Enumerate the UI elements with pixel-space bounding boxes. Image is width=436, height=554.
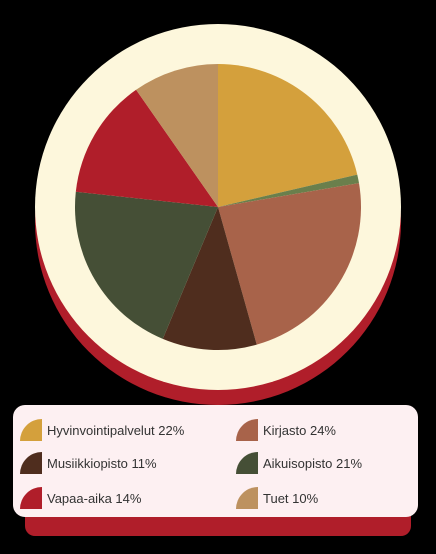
pie-slice-2 bbox=[218, 174, 359, 207]
legend-label: Musiikkiopisto 11% bbox=[47, 455, 157, 471]
legend-label: Vapaa-aika 14% bbox=[47, 490, 142, 506]
legend-label: Tuet 10% bbox=[263, 490, 319, 506]
legend-item-hyvinvointipalvelut: Hyvinvointipalvelut 22% bbox=[20, 418, 184, 442]
legend-item-vapaa-aika: Vapaa-aika 14% bbox=[20, 486, 141, 510]
pie-slice-1 bbox=[218, 64, 358, 207]
pie-slice-3 bbox=[218, 183, 361, 345]
pie-slices bbox=[74, 64, 361, 351]
legend-swatch-5 bbox=[20, 487, 42, 509]
legend-swatch-4 bbox=[236, 452, 258, 474]
legend-swatch-1 bbox=[20, 419, 42, 441]
pie-slice-5 bbox=[74, 191, 218, 339]
legend-item-musiikkiopisto: Musiikkiopisto 11% bbox=[20, 451, 157, 475]
legend-swatch-3 bbox=[20, 452, 42, 474]
legend-swatch-6 bbox=[236, 487, 258, 509]
legend-item-aikuisopisto: Aikuisopisto 21% bbox=[236, 451, 362, 475]
pie-slice-6 bbox=[75, 89, 218, 207]
legend-swatch-2 bbox=[236, 419, 258, 441]
legend-label: Kirjasto 24% bbox=[263, 422, 336, 438]
legend-label: Aikuisopisto 21% bbox=[263, 455, 362, 471]
legend: Hyvinvointipalvelut 22% Kirjasto 24% Mus… bbox=[13, 405, 418, 517]
legend-label: Hyvinvointipalvelut 22% bbox=[47, 422, 185, 438]
pie-slice-7 bbox=[136, 64, 218, 207]
legend-item-tuet: Tuet 10% bbox=[236, 486, 318, 510]
pie-slice-4 bbox=[162, 207, 257, 351]
legend-item-kirjasto: Kirjasto 24% bbox=[236, 418, 336, 442]
